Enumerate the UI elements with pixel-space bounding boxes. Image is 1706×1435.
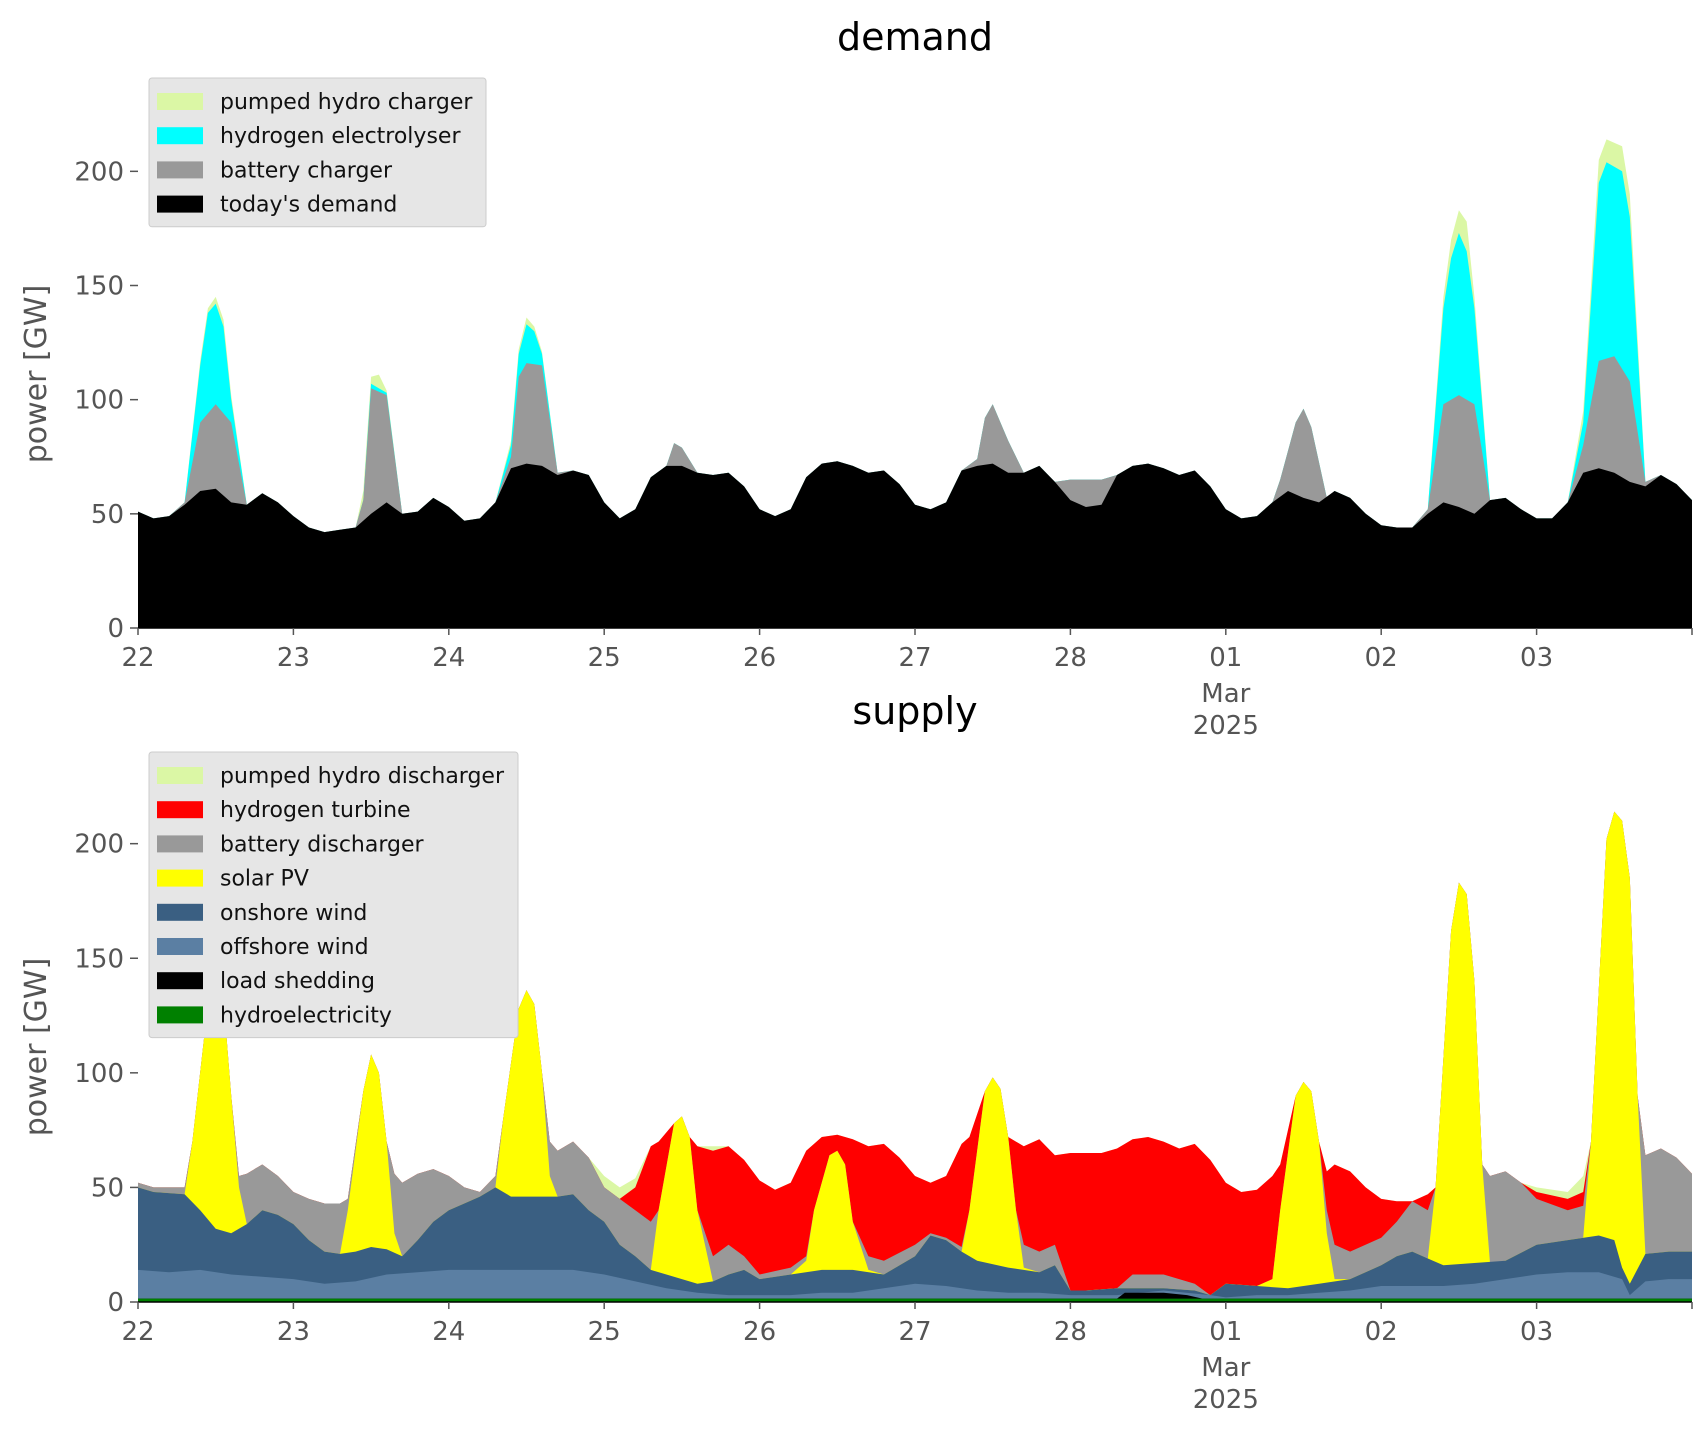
legend-swatch-battery-discharger [157,835,203,853]
series-area-hydroelectricity [138,1298,1692,1302]
y-tick-label: 200 [74,830,124,860]
y-tick-label: 100 [74,386,124,416]
y-tick-label: 0 [107,614,124,644]
y-tick-label: 0 [107,1288,124,1318]
x-tick-label: 02 [1365,643,1398,673]
legend-swatch-battery-charger [157,161,203,179]
x-tick-label: 25 [588,643,621,673]
y-axis-label: power [GW] [19,958,54,1137]
series-area-offshore-wind [138,1269,1692,1302]
x-tick-label: 22 [121,643,154,673]
legend-swatch-solar-pv [157,869,203,887]
x-tick-label: 26 [743,1317,776,1347]
x-tick-sublabel: Mar [1201,679,1250,709]
chart-title: demand [837,15,993,59]
legend-swatch-pumped-hydro-charger [157,93,203,110]
legend-label-today-s-demand: today's demand [220,193,397,218]
x-tick-label: 03 [1520,643,1553,673]
y-tick-label: 50 [91,500,124,530]
chart-title: supply [852,689,977,733]
legend-swatch-load-shedding [157,972,203,990]
legend-label-load-shedding: load shedding [220,969,375,994]
x-tick-label: 26 [743,643,776,673]
y-tick-label: 50 [91,1173,124,1203]
legend-swatch-pumped-hydro-discharger [157,767,203,784]
x-tick-sublabel: Mar [1201,1353,1250,1383]
series-area-today-s-demand [138,461,1692,628]
x-tick-sublabel: 2025 [1193,1385,1259,1415]
x-tick-label: 24 [432,643,465,673]
supply-panel: supply power [GW] 0 50 100 150 200 22 23 24 25 26 27… [19,689,1693,1415]
x-tick-label: 23 [277,1317,310,1347]
x-tick-label: 01 [1209,1317,1242,1347]
x-tick-label: 02 [1365,1317,1398,1347]
legend-label-offshore-wind: offshore wind [220,935,369,960]
legend-label-hydroelectricity: hydroelectricity [220,1003,392,1028]
x-tick-label: 27 [898,643,931,673]
legend-label-hydrogen-electrolyser: hydrogen electrolyser [220,124,461,149]
x-tick-label: 28 [1054,1317,1087,1347]
y-tick-label: 100 [74,1059,124,1089]
demand-panel: demand power [GW] 0 50 100 150 200 22 23 24 25 26 27… [19,15,1693,741]
x-tick-label: 03 [1520,1317,1553,1347]
legend-box [148,751,519,1039]
y-tick-label: 200 [74,157,124,187]
legend-swatch-hydrogen-electrolyser [157,127,203,145]
x-tick-label: 23 [277,643,310,673]
legend-label-hydrogen-turbine: hydrogen turbine [220,798,411,823]
x-tick-sublabel: 2025 [1193,711,1259,741]
x-tick-label: 22 [121,1317,154,1347]
x-tick-label: 27 [898,1317,931,1347]
y-tick-label: 150 [74,944,124,974]
x-tick-label: 28 [1054,643,1087,673]
legend-label-pumped-hydro-charger: pumped hydro charger [220,90,473,115]
legend-label-onshore-wind: onshore wind [220,901,367,926]
x-tick-label: 24 [432,1317,465,1347]
legend-label-battery-charger: battery charger [220,158,393,183]
legend-label-solar-pv: solar PV [220,867,309,892]
x-tick-label: 01 [1209,643,1242,673]
x-tick-label: 25 [588,1317,621,1347]
legend-box [148,77,487,228]
legend-swatch-today-s-demand [157,195,203,213]
y-axis-label: power [GW] [19,285,54,464]
legend-swatch-offshore-wind [157,938,203,955]
series-area-solar-pv [138,811,1692,1302]
legend-label-battery-discharger: battery discharger [220,832,425,857]
legend-label-pumped-hydro-discharger: pumped hydro discharger [220,764,505,789]
legend-swatch-hydrogen-turbine [157,801,203,819]
legend-swatch-onshore-wind [157,903,203,921]
y-tick-label: 150 [74,272,124,302]
legend-swatch-hydroelectricity [157,1006,203,1024]
